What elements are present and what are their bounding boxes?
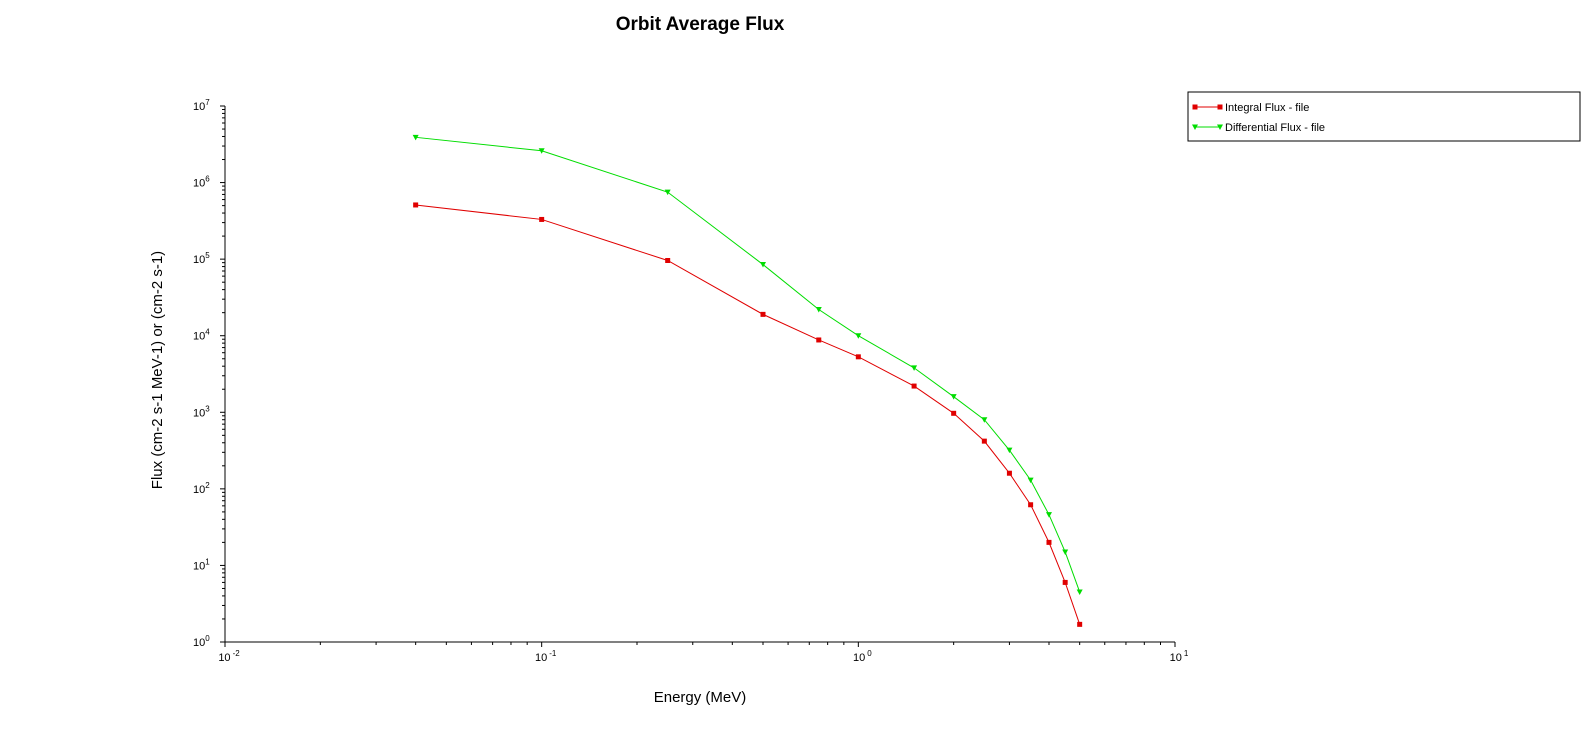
data-point — [1077, 621, 1083, 627]
x-tick-base: 10 — [218, 652, 230, 664]
y-tick-base: 10 — [193, 254, 205, 266]
x-tick-label: 10 -1 — [535, 649, 557, 664]
legend-marker-right — [1217, 124, 1223, 130]
legend-item: Integral Flux - file — [1192, 102, 1309, 114]
x-tick-exp: 1 — [1184, 649, 1189, 658]
data-point — [1046, 539, 1052, 545]
data-point — [950, 394, 957, 400]
series-layer — [412, 134, 1083, 627]
legend-marker-right — [1217, 104, 1223, 110]
data-point — [911, 365, 918, 371]
data-point — [539, 216, 545, 222]
legend-label: Differential Flux - file — [1225, 122, 1325, 134]
y-tick-label: 102 — [193, 481, 210, 496]
x-tick-base: 10 — [535, 652, 547, 664]
data-point — [1006, 447, 1013, 454]
y-tick-label: 100 — [193, 634, 210, 649]
data-point — [981, 438, 987, 444]
y-tick-exp: 6 — [205, 175, 210, 184]
x-tick-label: 10 -2 — [218, 649, 240, 664]
data-point — [1028, 502, 1034, 508]
data-point — [951, 410, 957, 416]
data-point — [1062, 579, 1068, 585]
y-tick-exp: 4 — [205, 328, 210, 337]
x-axis-label: Energy (MeV) — [654, 689, 747, 706]
data-point — [815, 306, 822, 313]
data-point — [855, 333, 862, 339]
y-tick-base: 10 — [193, 331, 205, 343]
x-tick-label: 10 1 — [1170, 649, 1189, 664]
data-point — [412, 134, 419, 141]
data-point — [1045, 512, 1052, 518]
x-tick-label: 10 0 — [853, 649, 872, 664]
series-differential-flux — [412, 134, 1083, 595]
y-tick-exp: 1 — [205, 557, 210, 566]
data-point — [1027, 477, 1034, 484]
data-point — [1076, 589, 1083, 595]
data-point — [760, 262, 767, 268]
data-point — [1006, 470, 1012, 476]
x-tick-exp: -2 — [233, 649, 241, 658]
y-axis-label: Flux (cm-2 s-1 MeV-1) or (cm-2 s-1) — [149, 251, 166, 489]
x-tick-base: 10 — [1170, 652, 1182, 664]
y-tick-base: 10 — [193, 178, 205, 190]
y-tick-exp: 0 — [205, 634, 210, 643]
series-integral-flux — [413, 202, 1083, 627]
data-point — [538, 148, 545, 154]
data-point — [855, 354, 861, 360]
y-tick-exp: 7 — [205, 98, 210, 107]
y-tick-label: 101 — [193, 557, 210, 572]
data-point — [665, 258, 671, 264]
data-point — [981, 417, 988, 423]
legend-label: Integral Flux - file — [1225, 102, 1309, 114]
data-point — [664, 189, 671, 196]
y-tick-base: 10 — [193, 560, 205, 572]
y-tick-exp: 5 — [205, 251, 210, 260]
y-tick-base: 10 — [193, 637, 205, 649]
legend-marker-left — [1192, 124, 1198, 130]
x-tick-exp: -1 — [549, 649, 557, 658]
x-tick-exp: 0 — [867, 649, 872, 658]
y-tick-exp: 2 — [205, 481, 210, 490]
x-tick-base: 10 — [853, 652, 865, 664]
legend: Integral Flux - file Differential Flux - … — [1187, 91, 1581, 142]
y-tick-label: 104 — [193, 328, 210, 343]
data-point — [760, 311, 766, 317]
y-tick-label: 107 — [193, 98, 210, 113]
legend-box — [1187, 91, 1581, 142]
y-tick-label: 103 — [193, 404, 210, 419]
data-point — [911, 383, 917, 389]
legend-marker-left — [1192, 104, 1198, 110]
y-tick-base: 10 — [193, 407, 205, 419]
series-line — [415, 136, 1081, 593]
data-point — [1062, 549, 1069, 555]
y-tick-label: 105 — [193, 251, 210, 266]
data-point — [816, 337, 822, 343]
y-tick-exp: 3 — [205, 404, 210, 413]
y-tick-base: 10 — [193, 101, 205, 113]
chart-title: Orbit Average Flux — [615, 14, 785, 35]
y-tick-label: 106 — [193, 175, 210, 190]
y-tick-base: 10 — [193, 484, 205, 496]
series-line — [415, 204, 1081, 625]
data-point — [413, 202, 419, 208]
axes — [224, 106, 1175, 643]
legend-item: Differential Flux - file — [1192, 122, 1325, 134]
